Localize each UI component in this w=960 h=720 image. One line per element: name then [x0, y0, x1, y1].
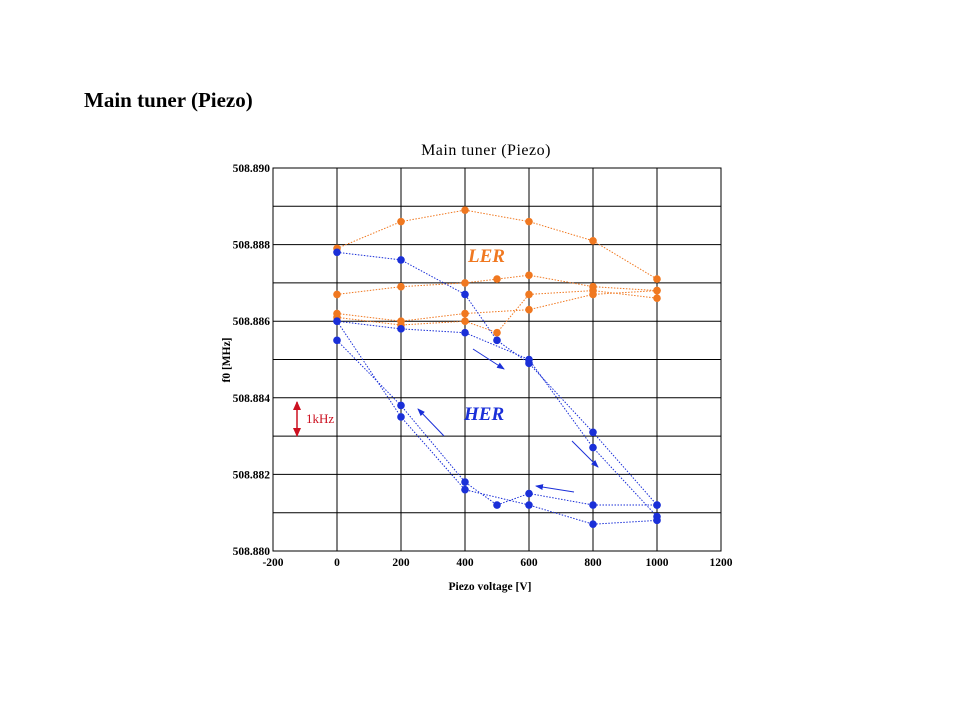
data-point — [525, 305, 533, 314]
data-point — [589, 501, 597, 509]
series — [333, 248, 661, 528]
direction-arrow — [417, 408, 445, 437]
series — [333, 206, 661, 337]
data-point — [525, 489, 533, 498]
data-point — [493, 336, 501, 345]
data-point — [653, 286, 661, 295]
ler-label: LER — [467, 246, 505, 267]
data-point — [493, 275, 501, 283]
data-point — [461, 478, 469, 486]
data-point — [493, 501, 501, 509]
direction-arrow — [535, 484, 575, 493]
data-point — [525, 290, 533, 299]
data-point — [653, 516, 661, 525]
y-tick-label: 508.884 — [233, 393, 271, 405]
data-point — [461, 485, 469, 494]
data-point — [525, 355, 533, 364]
x-tick-label: 1000 — [646, 557, 669, 569]
data-point — [397, 325, 405, 333]
scale-bar-label: 1kHz — [306, 411, 334, 426]
data-point — [589, 236, 597, 245]
direction-arrow — [571, 440, 599, 468]
data-point — [525, 501, 533, 509]
data-point — [397, 282, 405, 291]
data-point — [461, 328, 469, 337]
data-point — [653, 275, 661, 283]
x-tick-label: 200 — [392, 557, 410, 569]
data-point — [397, 217, 405, 226]
data-point — [461, 279, 469, 287]
data-point — [461, 206, 469, 214]
y-tick-label: 508.880 — [233, 546, 271, 558]
series-line — [336, 320, 658, 517]
data-point — [525, 217, 533, 226]
direction-arrow — [472, 348, 505, 370]
y-tick-label: 508.886 — [233, 316, 271, 328]
data-point — [589, 286, 597, 295]
data-point — [461, 290, 469, 299]
slide-title: Main tuner (Piezo) — [84, 88, 253, 112]
series-line — [336, 209, 658, 280]
data-point — [397, 256, 405, 264]
data-point — [589, 443, 597, 452]
data-point — [589, 428, 597, 437]
y-tick-label: 508.888 — [233, 240, 271, 252]
x-tick-label: -200 — [262, 557, 283, 569]
data-point — [397, 401, 405, 410]
y-axis-label: f0 [MHz] — [221, 337, 233, 382]
data-point — [589, 520, 597, 528]
data-point — [525, 271, 533, 280]
data-point — [333, 290, 341, 299]
data-point — [493, 328, 501, 337]
data-point — [653, 294, 661, 303]
her-label: HER — [463, 404, 504, 425]
y-tick-label: 508.890 — [233, 163, 271, 175]
chart-title: Main tuner (Piezo) — [421, 142, 551, 159]
data-point — [461, 309, 469, 318]
x-tick-label: 400 — [456, 557, 474, 569]
x-tick-label: 0 — [334, 557, 340, 569]
x-tick-label: 600 — [520, 557, 538, 569]
data-point — [461, 317, 469, 326]
x-tick-label: 1200 — [710, 557, 733, 569]
data-point — [653, 501, 661, 509]
data-point — [333, 317, 341, 326]
y-tick-label: 508.882 — [233, 469, 271, 481]
series-line — [336, 320, 658, 525]
data-point — [397, 413, 405, 421]
data-point — [333, 336, 341, 345]
x-axis-label: Piezo voltage [V] — [448, 581, 531, 593]
data-point — [333, 248, 341, 257]
x-tick-label: 800 — [584, 557, 602, 569]
